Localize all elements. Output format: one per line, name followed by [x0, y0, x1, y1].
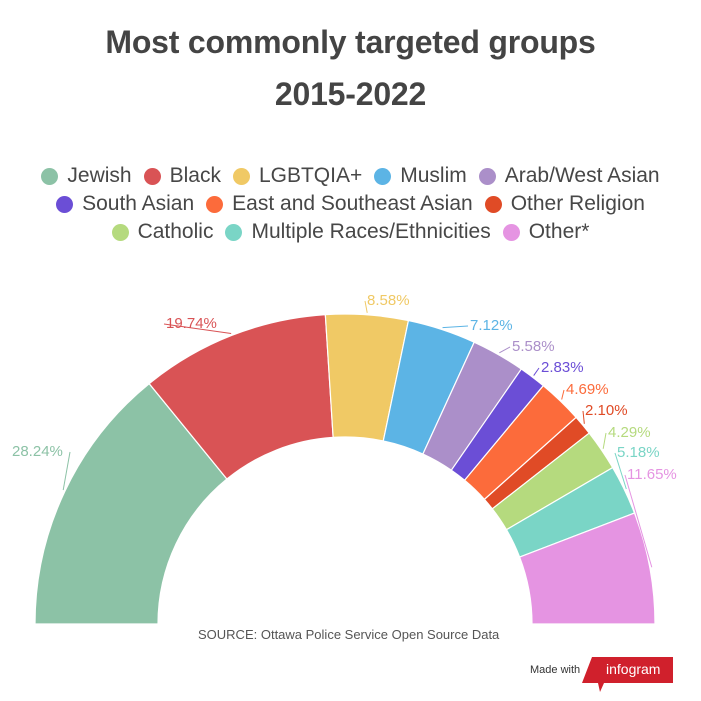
chart-subtitle-years: 2015-2022: [274, 76, 427, 112]
legend-item[interactable]: Muslim: [374, 164, 467, 188]
legend-dot-icon: [478, 167, 496, 185]
legend-item[interactable]: Other*: [502, 220, 590, 244]
infogram-brand: infogram: [606, 661, 661, 677]
legend-label: Muslim: [400, 164, 467, 187]
legend-dot-icon: [143, 167, 161, 185]
leader-line: [163, 323, 232, 335]
leader-line: [499, 346, 511, 354]
infogram-logo-badge[interactable]: [582, 657, 673, 692]
legend-item[interactable]: Black: [143, 164, 221, 188]
chart-title: Most commonly targeted groups: [105, 24, 596, 60]
legend-item[interactable]: Catholic: [111, 220, 214, 244]
leader-line: [62, 451, 71, 491]
legend-row: Catholic Multiple Races/Ethnicities Other*: [0, 218, 701, 246]
legend-label: East and Southeast Asian: [232, 192, 473, 215]
legend-dot-icon: [41, 167, 59, 185]
legend-dot-icon: [206, 195, 224, 213]
legend-label: Jewish: [67, 164, 132, 187]
made-with-label: Made with: [530, 664, 581, 676]
legend-label: LGBTQIA+: [258, 164, 363, 187]
legend-row: South Asian East and Southeast Asian Other…: [0, 190, 701, 218]
legend-label: South Asian: [82, 192, 195, 215]
legend-dot-icon: [374, 167, 392, 185]
data-label: 19.74%: [166, 315, 217, 332]
infogram-badge-shape: [582, 657, 673, 692]
data-label: 7.12%: [470, 317, 513, 334]
data-label: 5.18%: [617, 444, 660, 461]
legend-label: Black: [169, 164, 221, 187]
chart-legend: Jewish Black LGBTQIA+ Muslim Arab/West Asian…: [0, 162, 701, 246]
leader-line: [364, 300, 368, 313]
legend-dot-icon: [484, 195, 502, 213]
legend-dot-icon: [232, 167, 250, 185]
leader-line: [442, 325, 469, 329]
legend-label: Catholic: [137, 220, 214, 243]
legend-item[interactable]: Arab/West Asian: [478, 164, 660, 188]
data-label: 8.58%: [367, 292, 410, 309]
legend-label: Other*: [528, 220, 590, 243]
data-label: 28.24%: [12, 443, 63, 460]
data-label: 5.58%: [512, 338, 555, 355]
legend-dot-icon: [56, 195, 74, 213]
data-label: 11.65%: [627, 466, 677, 483]
legend-row: Jewish Black LGBTQIA+ Muslim Arab/West Asian: [0, 162, 701, 190]
legend-item[interactable]: Jewish: [41, 164, 132, 188]
legend-label: Arab/West Asian: [504, 164, 660, 187]
legend-item[interactable]: LGBTQIA+: [232, 164, 363, 188]
data-label: 2.83%: [541, 359, 584, 376]
legend-dot-icon: [225, 223, 243, 241]
legend-label: Multiple Races/Ethnicities: [251, 220, 491, 243]
leader-line: [602, 432, 607, 449]
source-note: SOURCE: Ottawa Police Service Open Sourc…: [198, 627, 500, 642]
legend-dot-icon: [111, 223, 129, 241]
data-label: 4.29%: [608, 424, 651, 441]
leader-line: [582, 410, 585, 424]
data-label: 2.10%: [585, 402, 628, 419]
legend-item[interactable]: Other Religion: [484, 192, 645, 216]
leader-line: [533, 367, 540, 376]
legend-label: Other Religion: [510, 192, 645, 215]
leader-line: [561, 389, 565, 400]
legend-dot-icon: [502, 223, 520, 241]
data-label: 4.69%: [566, 381, 609, 398]
legend-item[interactable]: South Asian: [56, 192, 194, 216]
legend-item[interactable]: Multiple Races/Ethnicities: [225, 220, 491, 244]
leader-line: [624, 474, 653, 568]
chart-segment[interactable]: [518, 512, 656, 625]
legend-item[interactable]: East and Southeast Asian: [206, 192, 473, 216]
leader-line: [614, 452, 627, 490]
